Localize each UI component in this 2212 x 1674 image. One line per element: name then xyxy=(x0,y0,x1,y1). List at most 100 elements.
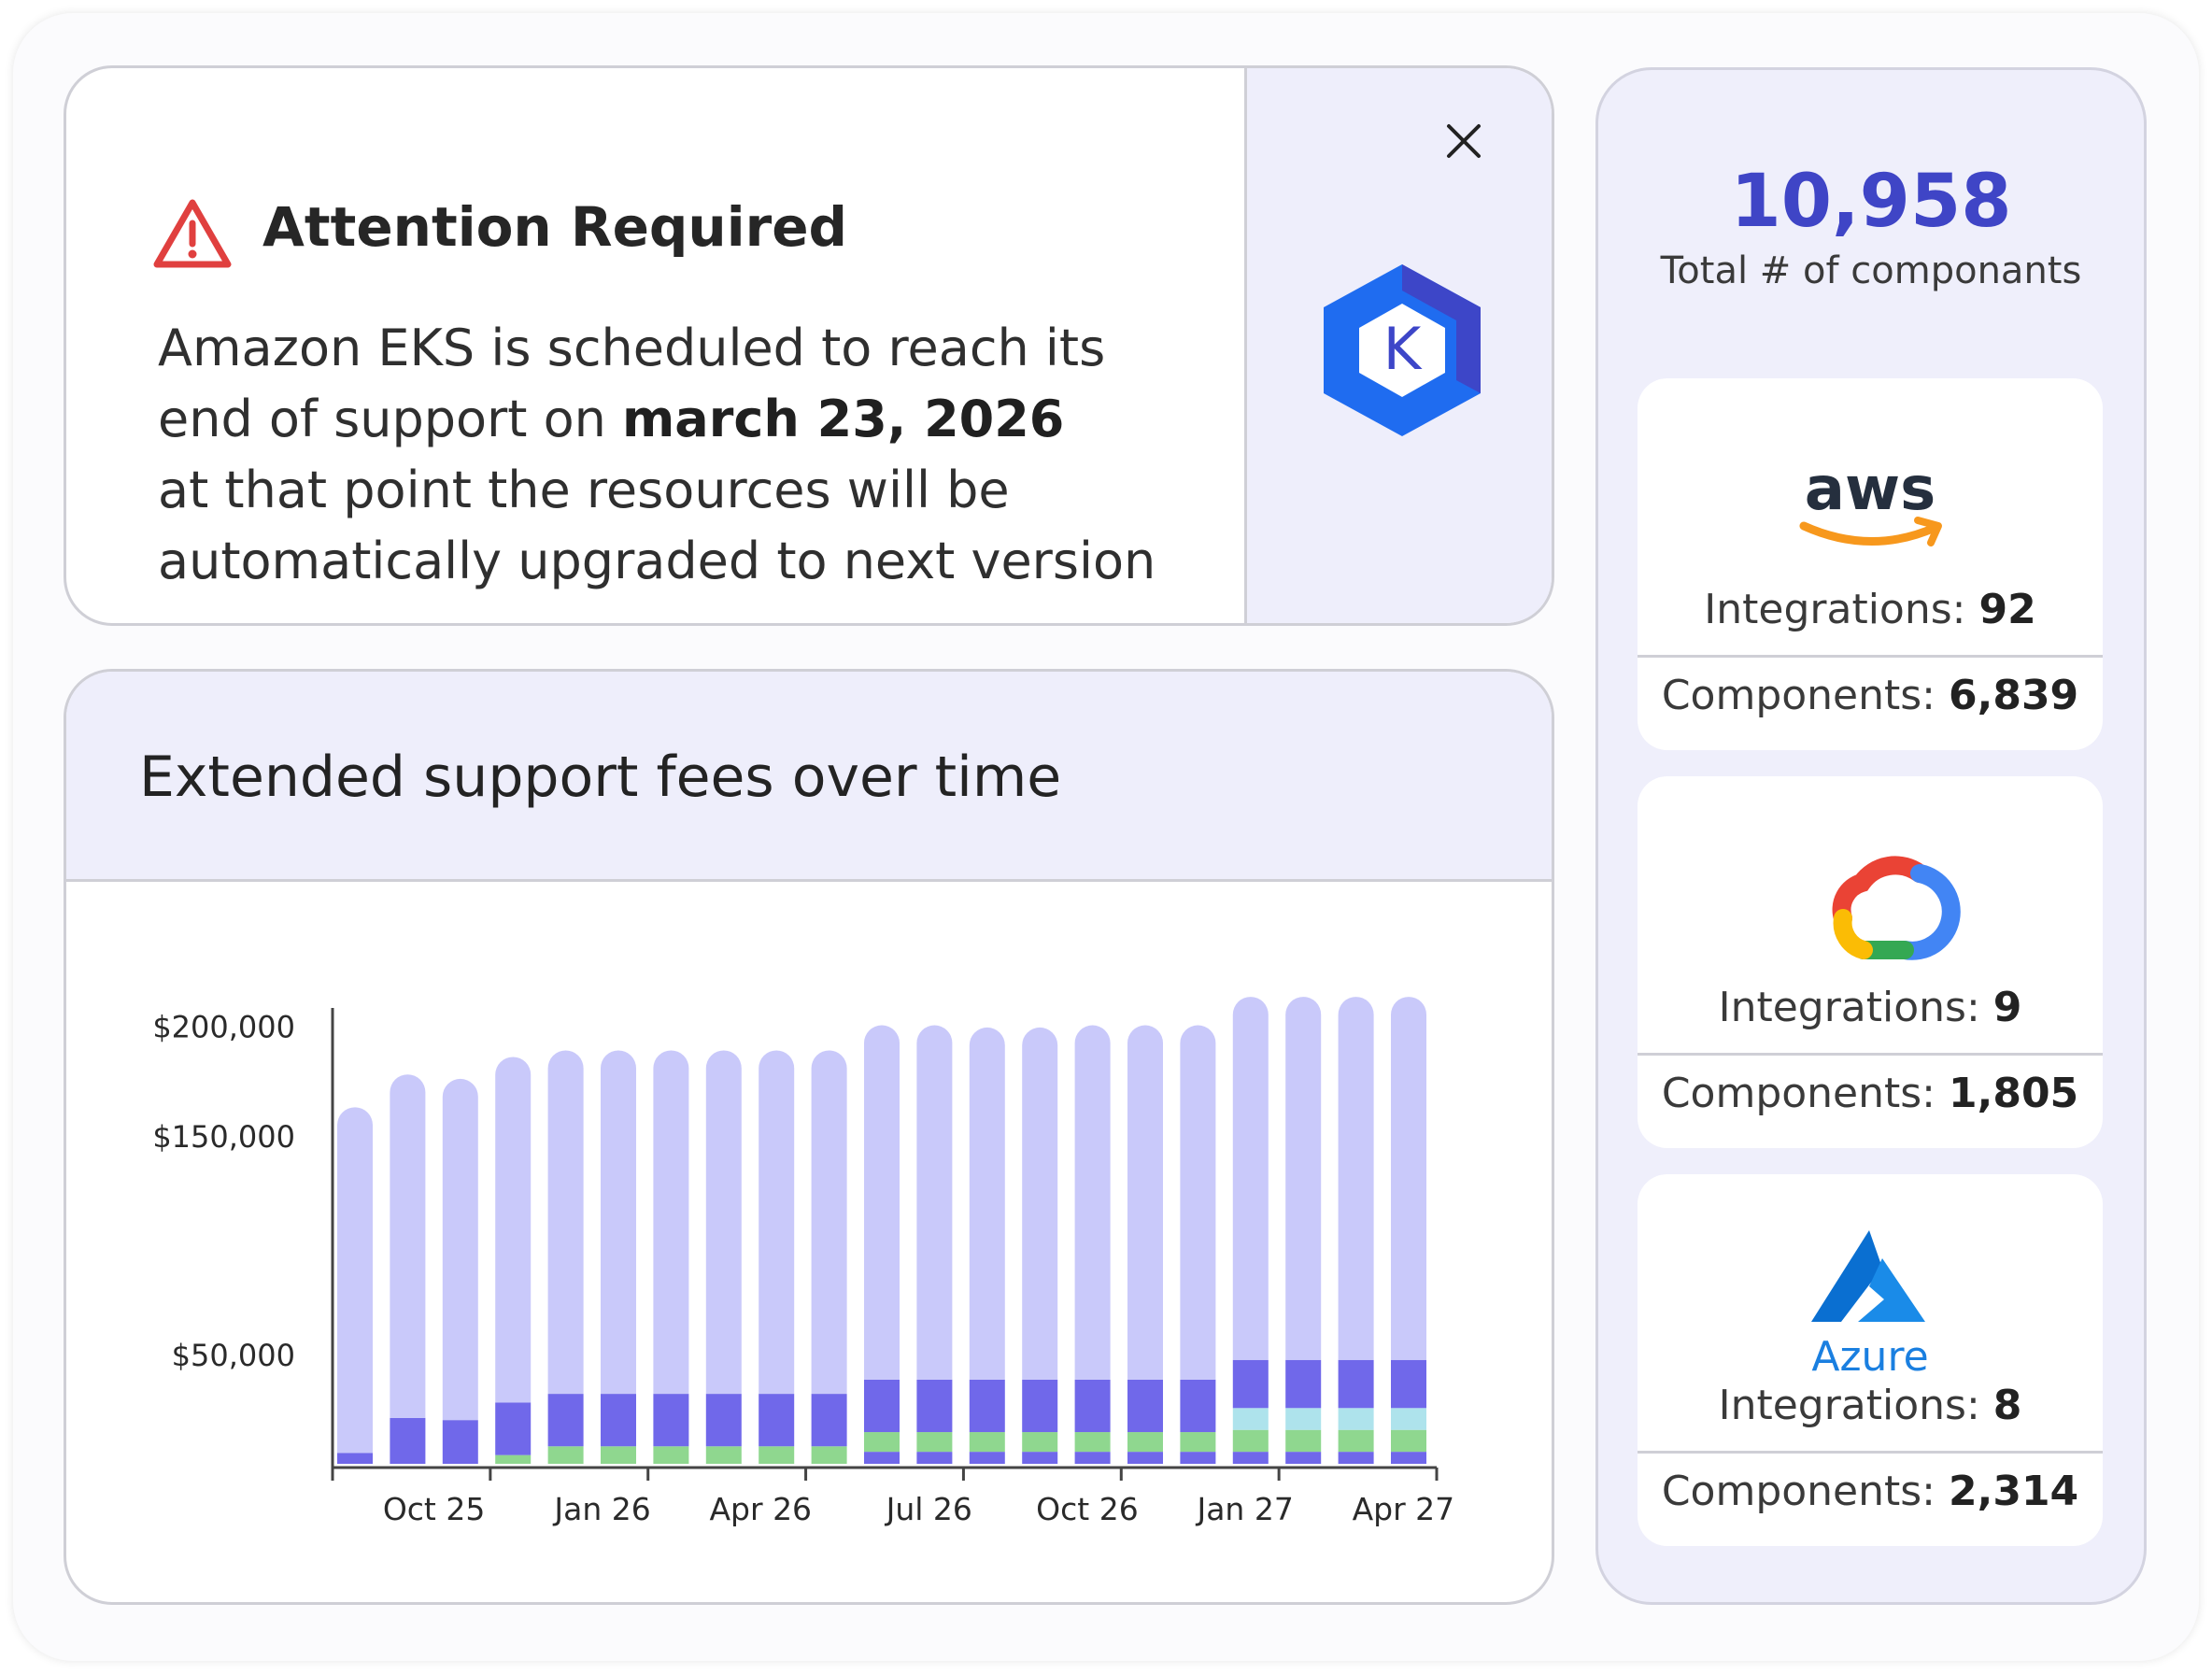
components-count: 2,314 xyxy=(1949,1468,2079,1515)
alert-message-prefix: end of support on xyxy=(158,390,623,448)
chart-bar-segment xyxy=(495,1454,532,1464)
chart-bar-segment xyxy=(864,1452,900,1464)
kubernetes-logo-letter: K xyxy=(1383,315,1423,383)
chart-bar-segment xyxy=(442,1078,478,1421)
total-components-value: 10,958 xyxy=(1730,160,2012,244)
chart-bar-segment xyxy=(759,1446,795,1464)
support-fees-bar-chart: $200,000 $150,000 $50,000 Oct 25 Jan 26 Apr 2… xyxy=(152,997,1454,1527)
azure-logo-text: Azure xyxy=(1811,1333,1928,1381)
aws-integrations: Integrations: 92 xyxy=(1638,586,2103,633)
chart-bar-segment xyxy=(864,1432,900,1453)
chart-bar-segment xyxy=(916,1452,953,1464)
chart-bar-segment xyxy=(1285,1429,1322,1453)
chart-bar-segment xyxy=(653,1394,689,1447)
chart-bar-segment xyxy=(1180,1432,1216,1453)
chart-bar-segment xyxy=(390,1074,426,1418)
chart-bar-segment xyxy=(1074,1379,1111,1433)
chart-bar-segment xyxy=(1232,1408,1269,1430)
chart-bar-segment xyxy=(1391,1359,1426,1409)
chart-bar-segment xyxy=(1391,1452,1426,1464)
warning-triangle-icon xyxy=(153,199,232,268)
kubernetes-eks-logo-icon: K xyxy=(1324,264,1481,436)
chart-bar-segment xyxy=(601,1394,636,1447)
chart-bar-segment xyxy=(1022,1027,1058,1380)
chart-bar-segment xyxy=(1232,997,1269,1360)
end-of-support-date: march 23, 2026 xyxy=(622,390,1065,448)
azure-integrations: Integrations: 8 xyxy=(1638,1382,2103,1429)
chart-bar-segment xyxy=(969,1452,1005,1464)
google-cloud-integrations: Integrations: 9 xyxy=(1638,984,2103,1031)
chart-bar-segment xyxy=(1022,1379,1058,1433)
chart-bar-segment xyxy=(1285,1359,1322,1409)
chart-bar-segment xyxy=(495,1402,532,1455)
chart-bar-segment xyxy=(442,1420,478,1464)
integrations-count: 9 xyxy=(1992,984,2022,1031)
chart-bar-segment xyxy=(653,1050,689,1395)
chart-bar-segment xyxy=(1285,1408,1322,1430)
chart-bar-segment xyxy=(1391,997,1426,1360)
chart-bar-segment xyxy=(547,1050,584,1395)
chart-header: Extended support fees over time xyxy=(66,672,1552,882)
chart-bar-segment xyxy=(1285,997,1322,1360)
provider-card-google-cloud[interactable]: Integrations: 9 Components: 1,805 xyxy=(1638,776,2103,1148)
components-count: 6,839 xyxy=(1949,672,2079,719)
x-tick-label: Oct 25 xyxy=(383,1491,486,1527)
alert-message-line: Amazon EKS is scheduled to reach its xyxy=(158,319,1106,377)
close-icon[interactable] xyxy=(1441,119,1486,163)
chart-bar-segment xyxy=(1338,997,1374,1360)
chart-bar-segment xyxy=(1074,1432,1111,1453)
chart-bar-segment xyxy=(916,1379,953,1433)
aws-components: Components: 6,839 xyxy=(1638,672,2103,719)
chart-bar-segment xyxy=(1232,1429,1269,1453)
chart-bar-segment xyxy=(705,1050,742,1395)
chart-bar-segment xyxy=(811,1446,847,1464)
x-tick-label: Jul 26 xyxy=(885,1491,972,1527)
chart-bar-segment xyxy=(495,1057,532,1403)
chart-bar-segment xyxy=(1127,1432,1163,1453)
google-cloud-components: Components: 1,805 xyxy=(1638,1070,2103,1117)
components-count: 1,805 xyxy=(1949,1070,2079,1117)
chart-bar-segment xyxy=(1022,1452,1058,1464)
components-summary-panel: 10,958 Total # of componants aws Integra… xyxy=(1595,67,2147,1605)
components-label: Components: xyxy=(1661,1468,1949,1515)
aws-logo-icon: aws xyxy=(1799,455,1942,546)
chart-bar-segment xyxy=(1074,1025,1111,1380)
aws-logo-text: aws xyxy=(1805,455,1936,524)
chart-bar-segment xyxy=(705,1446,742,1464)
chart-bar-segment xyxy=(811,1394,847,1447)
chart-bar-segment xyxy=(1074,1452,1111,1464)
chart-bar-segment xyxy=(1232,1359,1269,1409)
alert-message-line: end of support on march 23, 2026 xyxy=(158,384,1232,455)
chart-bar-segment xyxy=(337,1107,373,1454)
chart-bar-segment xyxy=(864,1379,900,1433)
chart-bar-segment xyxy=(1338,1359,1374,1409)
provider-card-azure[interactable]: Azure Integrations: 8 Components: 2,314 xyxy=(1638,1174,2103,1546)
chart-bar-segment xyxy=(1127,1452,1163,1464)
chart-bar-segment xyxy=(1180,1452,1216,1464)
x-tick-label: Apr 26 xyxy=(709,1491,812,1527)
chart-bar-segment xyxy=(916,1025,953,1380)
components-label: Components: xyxy=(1661,1070,1949,1117)
integrations-count: 92 xyxy=(1978,586,2036,633)
y-tick-label: $50,000 xyxy=(172,1338,295,1373)
chart-bar-segment xyxy=(653,1446,689,1464)
chart-bar-segment xyxy=(811,1050,847,1395)
chart-bar-segment xyxy=(1285,1452,1322,1464)
alert-title: Attention Required xyxy=(262,195,848,259)
y-tick-label: $150,000 xyxy=(152,1119,295,1155)
chart-bar-segment xyxy=(1338,1452,1374,1464)
support-fees-chart-card: Extended support fees over time $200,000… xyxy=(64,669,1554,1605)
chart-bar-segment xyxy=(969,1379,1005,1433)
chart-bar-segment xyxy=(1127,1379,1163,1433)
chart-bar-segment xyxy=(1232,1452,1269,1464)
alert-message: Amazon EKS is scheduled to reach its end… xyxy=(158,313,1232,597)
divider xyxy=(1638,1053,2103,1056)
chart-bar-segment xyxy=(1391,1408,1426,1430)
chart-bar-segment xyxy=(759,1050,795,1395)
chart-bar-segment xyxy=(601,1446,636,1464)
chart-bar-segment xyxy=(916,1432,953,1453)
provider-card-aws[interactable]: aws Integrations: 92 Components: 6,839 xyxy=(1638,378,2103,750)
x-tick-label: Jan 26 xyxy=(552,1491,650,1527)
y-tick-label: $200,000 xyxy=(152,1010,295,1045)
azure-components: Components: 2,314 xyxy=(1638,1468,2103,1515)
